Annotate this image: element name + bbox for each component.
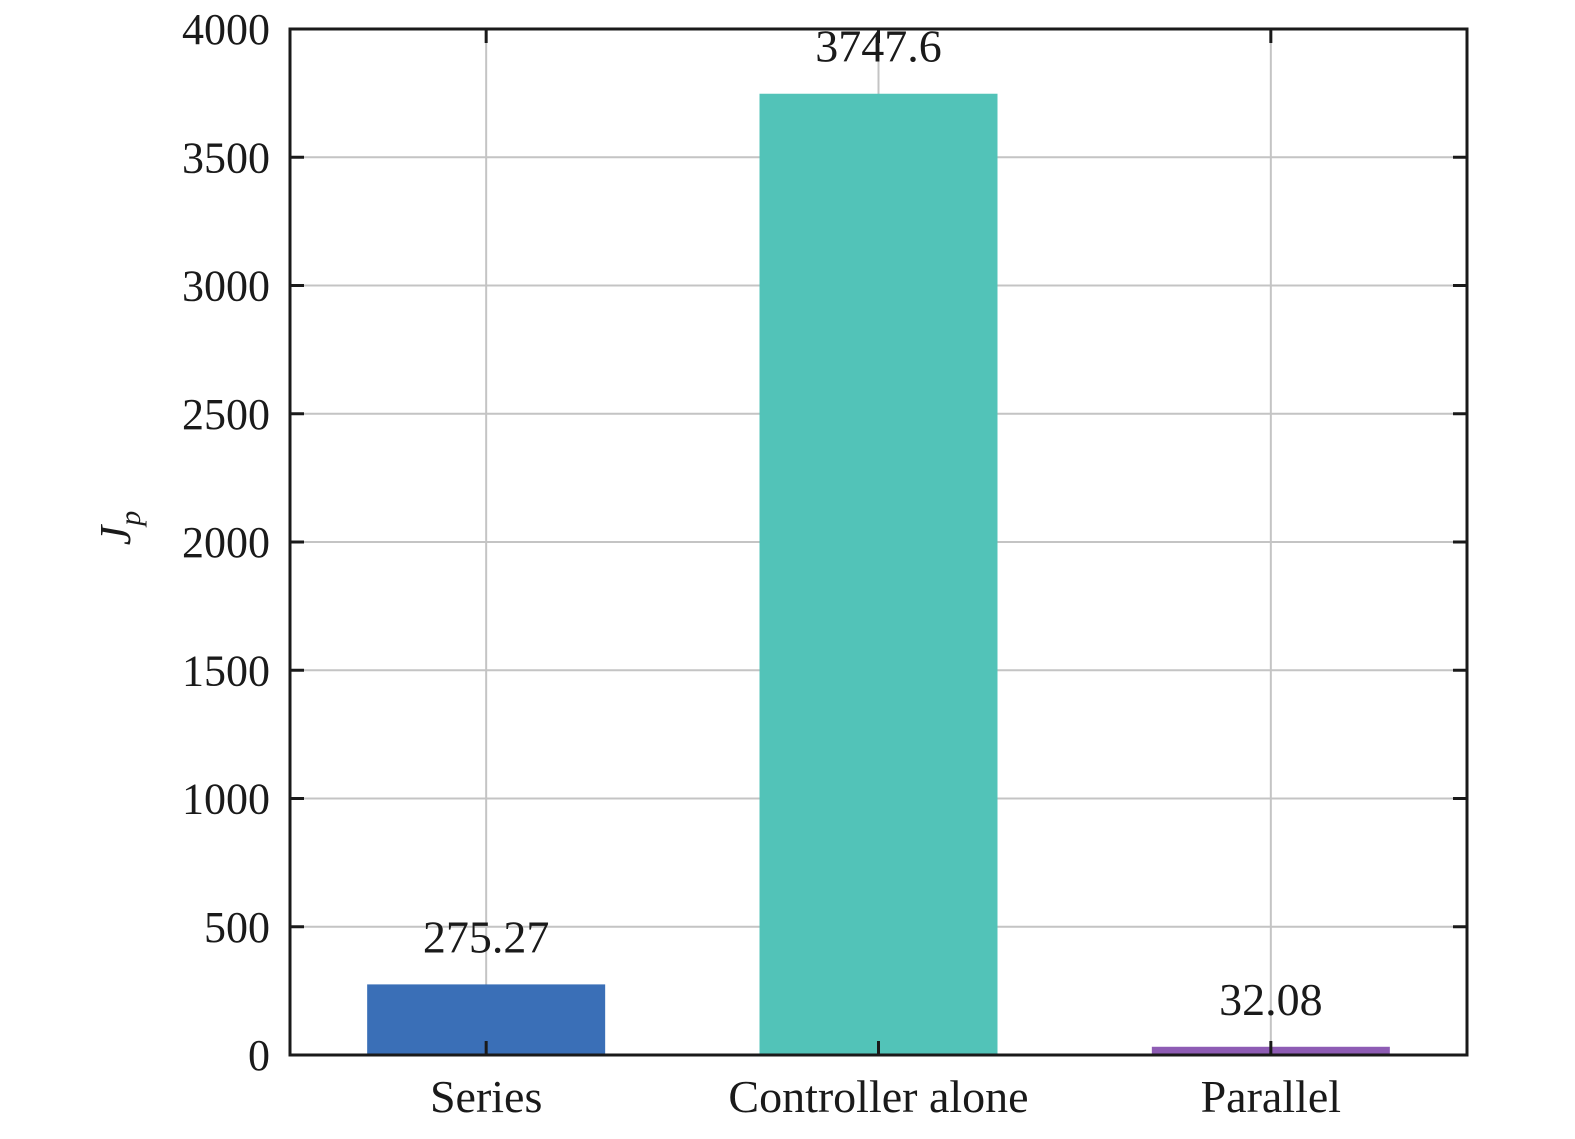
bars [367,93,1390,1055]
data-label: 3747.6 [815,21,942,72]
x-tick-label: Series [430,1071,542,1122]
y-axis-label-main: J [91,523,140,545]
y-tick-label: 0 [248,1031,270,1080]
x-tick-labels: Series Controller alone Parallel [430,1071,1341,1122]
x-tick-label: Parallel [1201,1071,1342,1122]
y-tick-label: 3000 [182,262,270,311]
data-label: 275.27 [423,911,550,962]
y-tick-label: 500 [204,903,270,952]
ticks [290,27,1467,1057]
y-tick-labels: 0 500 1000 1500 2000 2500 3000 3500 4000 [182,5,270,1080]
x-tick-label: Controller alone [728,1071,1028,1122]
bar-controller-alone [759,93,998,1055]
y-tick-label: 2000 [182,518,270,567]
data-labels: 275.27 3747.6 32.08 [423,21,1323,1025]
data-label: 32.08 [1219,974,1323,1025]
y-tick-label: 1000 [182,775,270,824]
y-axis-label-subscript: p [114,511,147,528]
y-tick-label: 1500 [182,646,270,695]
y-axis-label: Jp [91,511,147,546]
y-tick-label: 4000 [182,5,270,54]
y-tick-label: 3500 [182,133,270,182]
y-tick-label: 2500 [182,390,270,439]
